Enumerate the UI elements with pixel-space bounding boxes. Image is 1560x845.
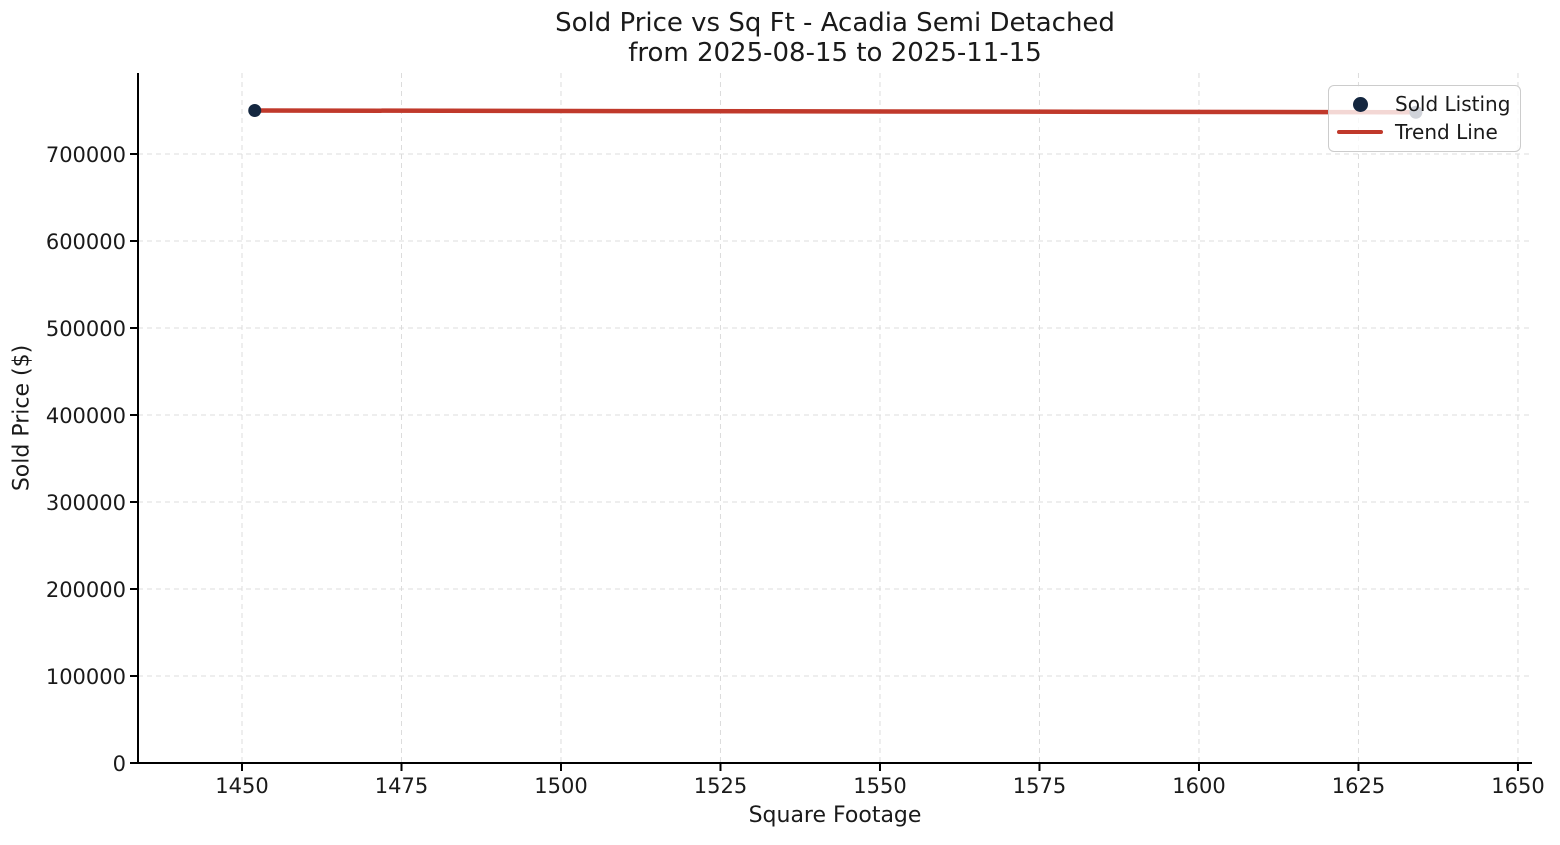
- y-axis-label: Sold Price ($): [9, 344, 35, 492]
- legend-label-trend-line: Trend Line: [1395, 120, 1498, 144]
- legend: Sold Listing Trend Line: [1328, 85, 1522, 152]
- trend-line: [252, 108, 1419, 115]
- x-tick-label: 1525: [694, 774, 747, 798]
- y-tick-label: 600000: [46, 230, 126, 254]
- chart-subtitle: from 2025-08-15 to 2025-11-15: [628, 38, 1042, 68]
- y-tick-label: 500000: [46, 317, 126, 341]
- chart-title-block: Sold Price vs Sq Ft - Acadia Semi Detach…: [138, 8, 1532, 68]
- x-tick-label: 1550: [853, 774, 906, 798]
- x-tick-label: 1600: [1172, 774, 1225, 798]
- x-tick-label: 1625: [1332, 774, 1385, 798]
- legend-handle: [1337, 129, 1383, 135]
- chart-title: Sold Price vs Sq Ft - Acadia Semi Detach…: [555, 8, 1115, 38]
- y-tick-label: 400000: [46, 404, 126, 428]
- scatter-marker-icon: [1352, 96, 1368, 112]
- x-tick-label: 1450: [215, 774, 268, 798]
- x-tick-label: 1650: [1491, 774, 1544, 798]
- legend-item-trend-line: Trend Line: [1337, 118, 1510, 146]
- x-tick-label: 1575: [1013, 774, 1066, 798]
- x-tick-label: 1475: [375, 774, 428, 798]
- trend-line-marker-icon: [1337, 129, 1383, 135]
- legend-handle: [1337, 96, 1383, 112]
- data-point: [248, 103, 262, 117]
- y-tick-label: 100000: [46, 665, 126, 689]
- x-tick-label: 1500: [534, 774, 587, 798]
- x-axis-label: Square Footage: [748, 803, 922, 828]
- y-tick-label: 0: [113, 752, 126, 776]
- y-tick-label: 700000: [46, 143, 126, 167]
- y-tick-label: 300000: [46, 491, 126, 515]
- y-tick-label: 200000: [46, 578, 126, 602]
- legend-label-sold-listing: Sold Listing: [1395, 92, 1511, 116]
- legend-item-sold-listing: Sold Listing: [1337, 90, 1510, 118]
